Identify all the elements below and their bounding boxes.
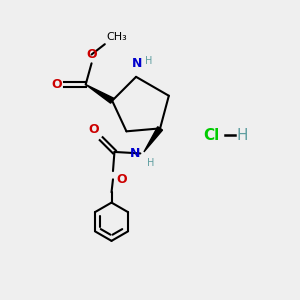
Text: N: N	[130, 147, 140, 160]
Text: CH₃: CH₃	[106, 32, 127, 42]
Text: N: N	[132, 57, 143, 70]
Text: O: O	[116, 172, 127, 186]
Text: H: H	[147, 158, 154, 168]
Text: O: O	[52, 78, 62, 91]
Polygon shape	[86, 85, 114, 103]
Text: H: H	[237, 128, 248, 143]
Text: H: H	[146, 56, 153, 66]
Text: O: O	[88, 123, 99, 136]
Polygon shape	[144, 127, 163, 152]
Text: Cl: Cl	[203, 128, 219, 143]
Text: O: O	[86, 48, 97, 61]
